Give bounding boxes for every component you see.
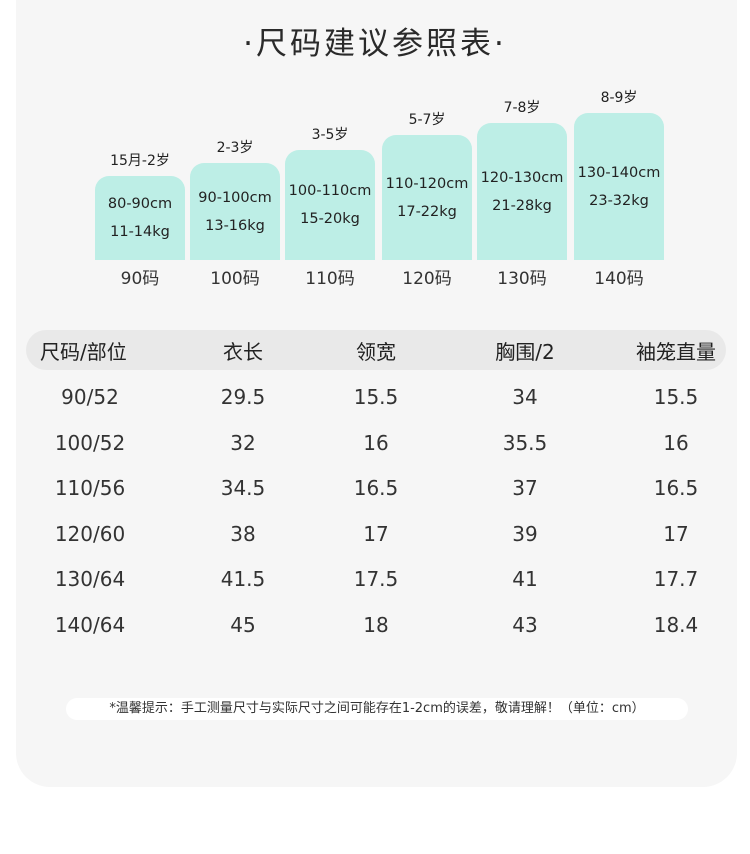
table-cell: 18.4 xyxy=(653,613,699,637)
table-cell: 38 xyxy=(230,522,256,546)
age-range-label: 8-9岁 xyxy=(600,90,638,106)
table-cell: 16 xyxy=(663,431,689,455)
height-range-label: 120-130cm xyxy=(480,169,564,186)
table-row-size: 90/52 xyxy=(61,385,119,409)
table-cell: 34 xyxy=(512,385,538,409)
table-cell: 41.5 xyxy=(220,567,266,591)
header-length: 衣长 xyxy=(223,340,263,364)
weight-range-label: 23-32kg xyxy=(589,192,649,209)
height-range-label: 80-90cm xyxy=(107,196,173,212)
table-cell: 34.5 xyxy=(220,476,266,500)
size-code-label: 120码 xyxy=(402,269,452,289)
age-range-label: 15月-2岁 xyxy=(110,153,170,169)
size-bar: 90-100cm 13-16kg xyxy=(190,163,280,260)
age-range-label: 7-8岁 xyxy=(503,100,541,116)
size-code-label: 90码 xyxy=(120,269,160,289)
size-bar: 120-130cm 21-28kg xyxy=(477,123,567,260)
age-range-label: 2-3岁 xyxy=(216,140,254,156)
weight-range-label: 11-14kg xyxy=(110,224,170,240)
weight-range-label: 17-22kg xyxy=(397,203,457,220)
table-cell: 16 xyxy=(363,431,389,455)
table-cell: 39 xyxy=(512,522,538,546)
size-bar: 100-110cm 15-20kg xyxy=(285,150,375,260)
table-cell: 37 xyxy=(512,476,538,500)
height-range-label: 100-110cm xyxy=(288,183,372,199)
header-size-part: 尺码/部位 xyxy=(40,340,127,364)
table-row-size: 100/52 xyxy=(54,431,126,455)
table-cell: 15.5 xyxy=(353,385,399,409)
size-bar: 130-140cm 23-32kg xyxy=(574,113,664,260)
height-range-label: 90-100cm xyxy=(198,189,272,206)
table-cell: 17 xyxy=(363,522,389,546)
measurement-note: *温馨提示：手工测量尺寸与实际尺寸之间可能存在1-2cm的误差，敬请理解！（单位… xyxy=(66,698,688,720)
table-cell: 17.5 xyxy=(353,567,399,591)
table-cell: 17 xyxy=(663,522,689,546)
size-bar: 80-90cm 11-14kg xyxy=(95,176,185,260)
size-code-label: 110码 xyxy=(305,269,355,289)
table-row-size: 120/60 xyxy=(54,522,126,546)
weight-range-label: 21-28kg xyxy=(492,197,552,214)
weight-range-label: 13-16kg xyxy=(205,217,265,234)
table-cell: 32 xyxy=(230,431,256,455)
age-range-label: 3-5岁 xyxy=(311,127,349,143)
table-row-size: 130/64 xyxy=(54,567,126,591)
size-code-label: 130码 xyxy=(497,269,547,289)
header-collar-width: 领宽 xyxy=(356,340,396,364)
table-cell: 41 xyxy=(512,567,538,591)
table-cell: 15.5 xyxy=(653,385,699,409)
table-cell: 35.5 xyxy=(502,431,548,455)
table-cell: 45 xyxy=(230,613,256,637)
table-row-size: 140/64 xyxy=(54,613,126,637)
page-title: ·尺码建议参照表· xyxy=(243,26,507,62)
table-row-size: 110/56 xyxy=(54,476,126,500)
height-range-label: 110-120cm xyxy=(385,175,469,192)
table-cell: 18 xyxy=(363,613,389,637)
table-header-row xyxy=(26,330,726,370)
weight-range-label: 15-20kg xyxy=(300,211,360,227)
header-armhole: 袖笼直量 xyxy=(636,340,716,364)
table-cell: 16.5 xyxy=(353,476,399,500)
age-range-label: 5-7岁 xyxy=(408,112,446,128)
size-bar: 110-120cm 17-22kg xyxy=(382,135,472,260)
table-cell: 29.5 xyxy=(220,385,266,409)
table-cell: 17.7 xyxy=(653,567,699,591)
size-code-label: 100码 xyxy=(210,269,260,289)
header-chest-half: 胸围/2 xyxy=(495,340,555,364)
table-cell: 16.5 xyxy=(653,476,699,500)
size-code-label: 140码 xyxy=(594,269,644,289)
height-range-label: 130-140cm xyxy=(577,164,661,181)
table-cell: 43 xyxy=(512,613,538,637)
